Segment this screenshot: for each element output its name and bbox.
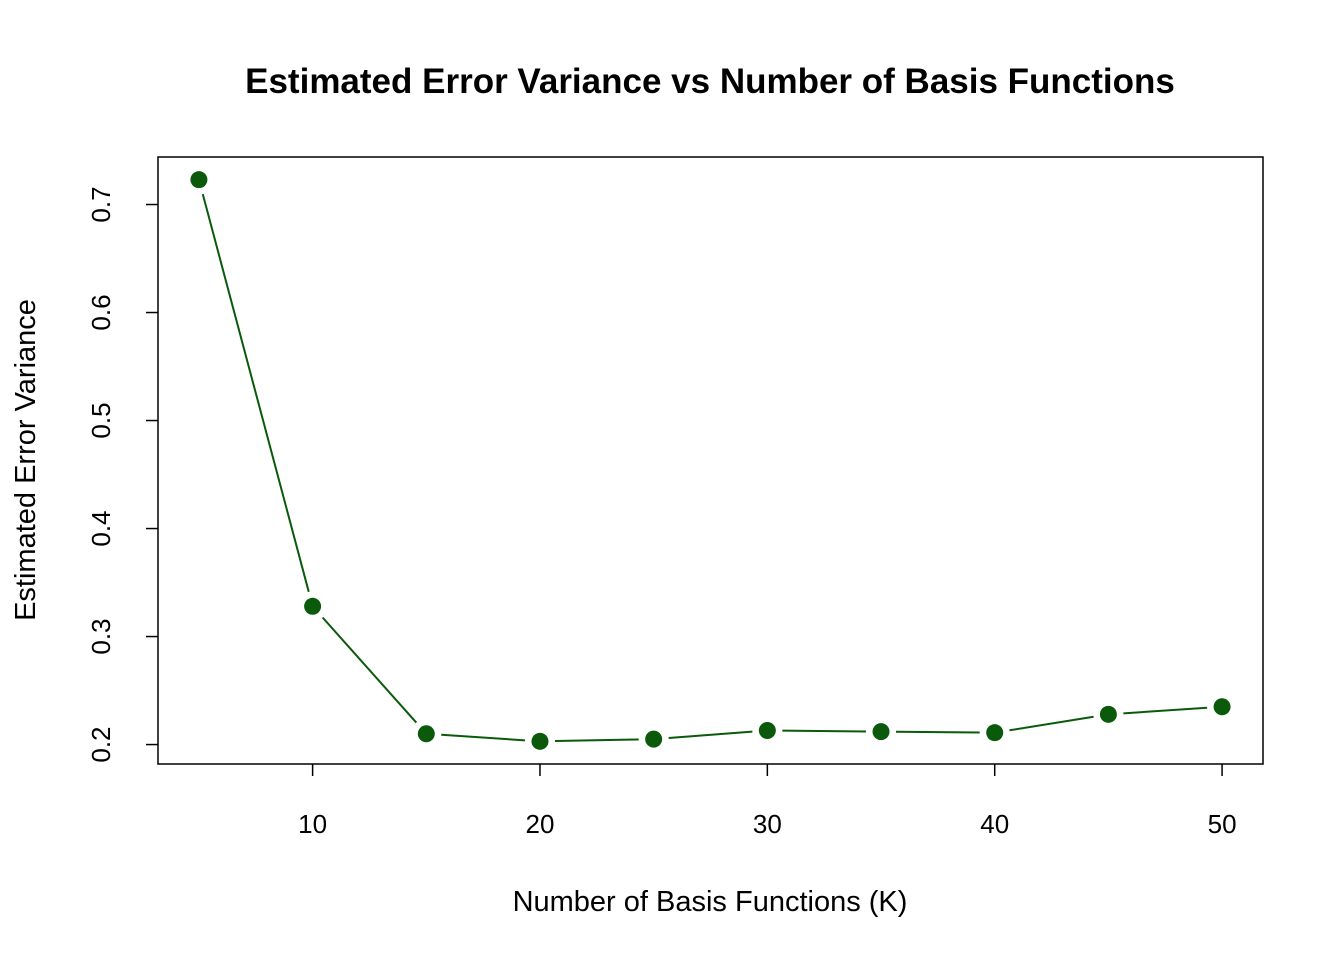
series-line-segment	[1009, 715, 1094, 732]
series-line-segment	[321, 616, 418, 724]
x-tick-label: 10	[298, 809, 327, 839]
y-tick-label: 0.4	[86, 510, 116, 546]
x-tick-label: 40	[980, 809, 1009, 839]
x-tick-label: 20	[526, 809, 555, 839]
x-tick-label: 30	[753, 809, 782, 839]
series-layer	[190, 171, 1231, 750]
y-tick-label: 0.3	[86, 618, 116, 654]
y-tick-label: 0.6	[86, 294, 116, 330]
data-point	[1099, 705, 1117, 723]
series-line-segment	[782, 729, 867, 733]
data-point	[531, 732, 549, 750]
y-tick-label: 0.2	[86, 726, 116, 762]
data-point	[758, 722, 776, 740]
data-point	[1213, 698, 1231, 716]
chart-title: Estimated Error Variance vs Number of Ba…	[245, 62, 1175, 101]
data-point	[190, 171, 208, 189]
data-point	[645, 730, 663, 748]
y-axis: 0.2 0.3 0.4 0.5 0.6 0.7	[86, 186, 158, 763]
data-point	[986, 724, 1004, 742]
data-point	[872, 723, 890, 741]
y-tick-label: 0.5	[86, 402, 116, 438]
series-line-segment	[1123, 706, 1208, 715]
x-tick-label: 50	[1208, 809, 1237, 839]
data-point	[304, 597, 322, 615]
series-line-segment	[554, 738, 639, 743]
series-line-segment	[896, 730, 980, 734]
y-axis-label: Estimated Error Variance	[10, 299, 42, 621]
series-line-segment	[201, 193, 310, 593]
x-axis: 10 20 30 40 50	[298, 764, 1237, 839]
plot-frame	[157, 156, 1264, 765]
series-line-segment	[668, 730, 753, 740]
series-line-segment	[441, 733, 526, 742]
data-point	[417, 725, 435, 743]
y-tick-label: 0.7	[86, 186, 116, 222]
x-axis-label: Number of Basis Functions (K)	[513, 886, 908, 918]
